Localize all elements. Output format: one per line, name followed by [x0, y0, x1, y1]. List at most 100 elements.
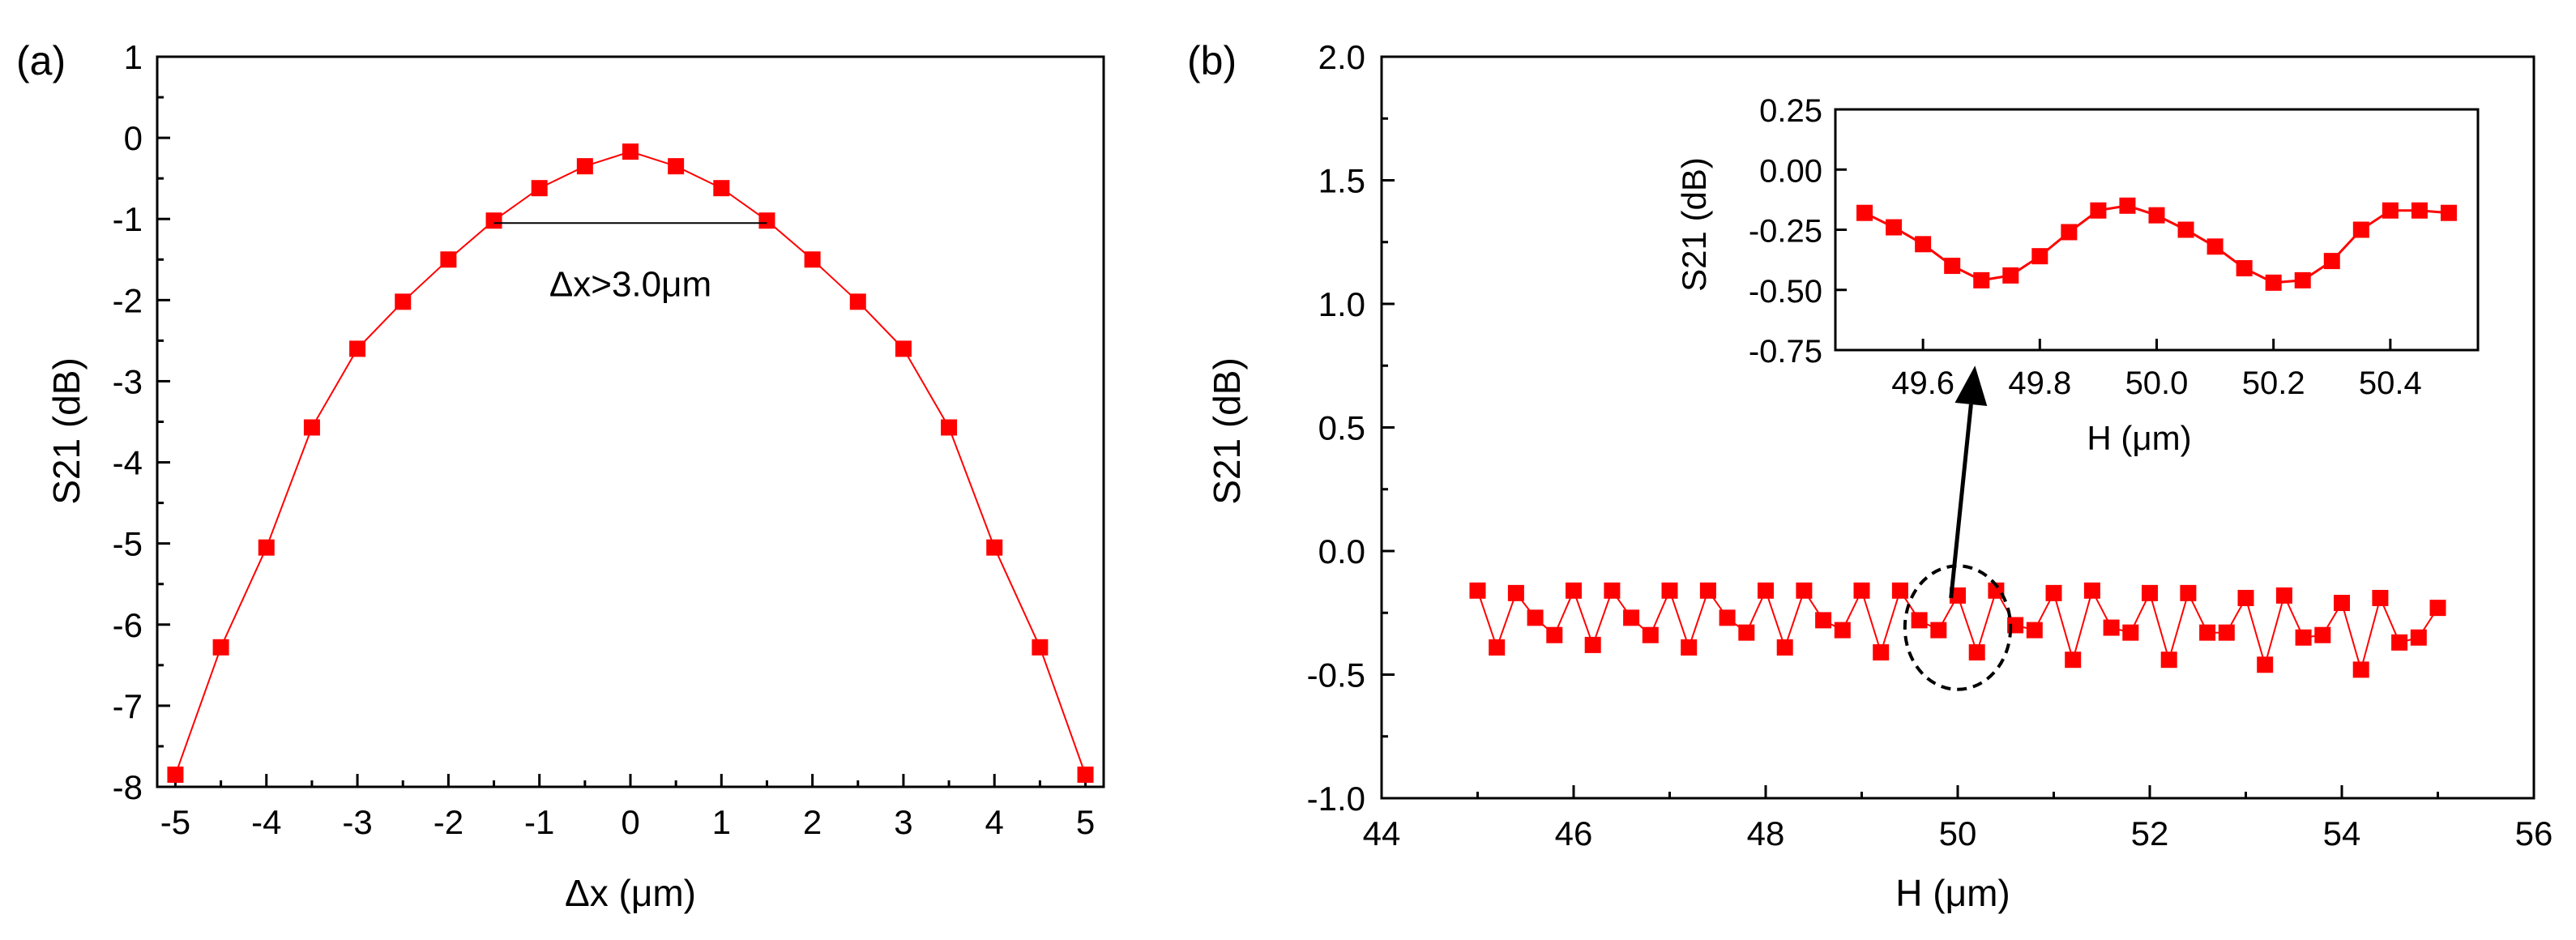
panel-b-data-point: [2391, 634, 2408, 651]
panel-b-data-point: [1911, 612, 1928, 629]
inset-y-axis-title: S21 (dB): [1675, 157, 1713, 292]
panel-a-data-point: [713, 180, 730, 197]
panel-b-data-point: [1584, 636, 1601, 653]
panel-a-data-point: [941, 419, 958, 436]
panel-a-x-tick-label: -5: [160, 803, 190, 841]
panel-b-data-point: [2045, 584, 2062, 601]
panel-b-data-point: [1891, 582, 1908, 599]
inset-y-tick-label: -0.50: [1749, 274, 1822, 310]
panel-a-y-tick-label: -2: [113, 281, 143, 319]
panel-a-data-point: [258, 539, 275, 556]
panel-a-label: (a): [16, 38, 66, 83]
panel-b-data-point: [2122, 624, 2139, 641]
panel-a-y-tick-label: -6: [113, 606, 143, 644]
panel-a-plot-frame: [156, 55, 1105, 788]
inset-x-axis-title: H (μm): [2087, 419, 2191, 457]
panel-b-data-point: [1834, 622, 1851, 639]
panel-b-data-point: [1604, 582, 1621, 599]
panel-b-data-point: [1546, 626, 1563, 643]
panel-a-data-point: [531, 180, 548, 197]
panel-b-y-tick-label: -1.0: [1307, 780, 1365, 818]
panel-b-data-point: [2257, 656, 2274, 673]
panel-b-data-point: [2142, 584, 2158, 601]
panel-a-data-point: [804, 251, 821, 268]
panel-b-y-tick-label: 1.0: [1318, 285, 1365, 323]
panel-b-y-tick-label: 2.0: [1318, 38, 1365, 76]
panel-a-data-point: [895, 340, 912, 357]
inset-data-point: [2294, 271, 2311, 288]
panel-b-data-point: [2103, 619, 2120, 636]
panel-b-zoom-arrow-head: [1954, 365, 1988, 407]
panel-a-data-point: [986, 539, 1003, 556]
panel-b-data-point: [2410, 629, 2427, 646]
panel-b-data-point: [1681, 639, 1698, 656]
panel-a-data-point: [849, 293, 866, 310]
panel-b-data-point: [2237, 589, 2254, 606]
panel-a-x-tick-label: 2: [803, 803, 822, 841]
inset-data-point: [2440, 204, 2457, 221]
panel-b-data-point: [1566, 582, 1582, 599]
panel-a-y-tick-label: 0: [124, 119, 143, 157]
inset-data-point: [2148, 207, 2165, 224]
panel-a-y-tick-label: -8: [113, 768, 143, 806]
panel-a-x-axis-title: Δx (μm): [565, 872, 696, 914]
panel-a-width-annotation-text: Δx>3.0μm: [549, 264, 711, 304]
panel-a-data-point: [395, 293, 412, 310]
panel-b-data-point: [2334, 595, 2350, 612]
panel-b-y-tick-label: 0.5: [1318, 409, 1365, 447]
inset-x-tick-label: 50.2: [2242, 365, 2305, 401]
inset-data-point: [2031, 248, 2048, 265]
panel-b-data-point: [1661, 582, 1678, 599]
panel-b-x-axis-title: H (μm): [1895, 872, 2010, 914]
inset-data-point: [1915, 236, 1932, 253]
panel-a-plot-area: -5 -4 -3 -2 -1 0 1 2 3 4 5 1 0 -1 -2 -3 -4 -5 -6 -7 -8 Δx>3.0…: [113, 38, 1105, 841]
panel-b-x-tick-label: 50: [1939, 814, 1977, 852]
panel-a-data-point: [1077, 766, 1094, 783]
inset-x-tick-label: 49.8: [2008, 365, 2071, 401]
inset-data-point: [2061, 224, 2078, 241]
panel-a-x-tick-label: 5: [1076, 803, 1095, 841]
panel-b-data-point: [1469, 582, 1486, 599]
inset-data-point: [2323, 253, 2340, 270]
inset-data-point: [2411, 202, 2428, 219]
inset-data-point: [1886, 219, 1903, 236]
panel-a-data-point: [668, 158, 685, 175]
panel-b-data-point: [1968, 644, 1985, 661]
inset-data-point: [2177, 221, 2194, 238]
panel-a-data-point: [440, 251, 457, 268]
panel-b-data-point: [2429, 600, 2446, 617]
inset-y-tick-label: -0.25: [1749, 214, 1822, 250]
inset-data-point: [2206, 238, 2224, 255]
chart-panel-b: (b) 44 46 48 50 52 54 56 2.0 1.5 1.0 0.5 0.0 -0.5 -1.…: [1187, 38, 2553, 914]
inset-data-point: [2382, 202, 2399, 219]
panel-a-data-point: [622, 143, 639, 160]
panel-a-data-point: [576, 158, 593, 175]
panel-b-inset: 49.6 49.8 50.0 50.2 50.4 0.25 0.00 -0.25 -0.50 -0…: [1675, 93, 2480, 457]
panel-b-data-point: [1776, 639, 1793, 656]
panel-b-data-point: [1988, 582, 2005, 599]
inset-y-tick-label: 0.25: [1759, 93, 1822, 129]
panel-a-data-point: [167, 766, 184, 783]
panel-a-data-point: [349, 340, 366, 357]
panel-b-data-point: [1699, 582, 1716, 599]
panel-a-x-tick-label: 1: [712, 803, 731, 841]
panel-b-data-point: [1815, 612, 1832, 629]
panel-a-series-line: [174, 151, 1087, 776]
panel-a-y-axis-title: S21 (dB): [45, 357, 88, 505]
panel-a-y-tick-label: -3: [113, 362, 143, 400]
panel-b-data-point: [1873, 644, 1890, 661]
panel-b-x-tick-label: 56: [2515, 814, 2553, 852]
panel-a-x-tick-label: -1: [524, 803, 554, 841]
panel-b-data-point: [1719, 609, 1736, 626]
inset-data-point: [2119, 197, 2136, 214]
inset-data-point: [2090, 202, 2107, 219]
panel-b-x-tick-label: 46: [1555, 814, 1593, 852]
panel-a-data-point: [212, 639, 229, 656]
inset-background: [1835, 109, 2478, 350]
panel-a-x-tick-label: 0: [621, 803, 639, 841]
panel-a-y-tick-label: 1: [124, 38, 143, 76]
panel-b-data-point: [1527, 609, 1544, 626]
panel-b-y-tick-label: 1.5: [1318, 162, 1365, 200]
panel-a-y-tick-label: -7: [113, 687, 143, 725]
